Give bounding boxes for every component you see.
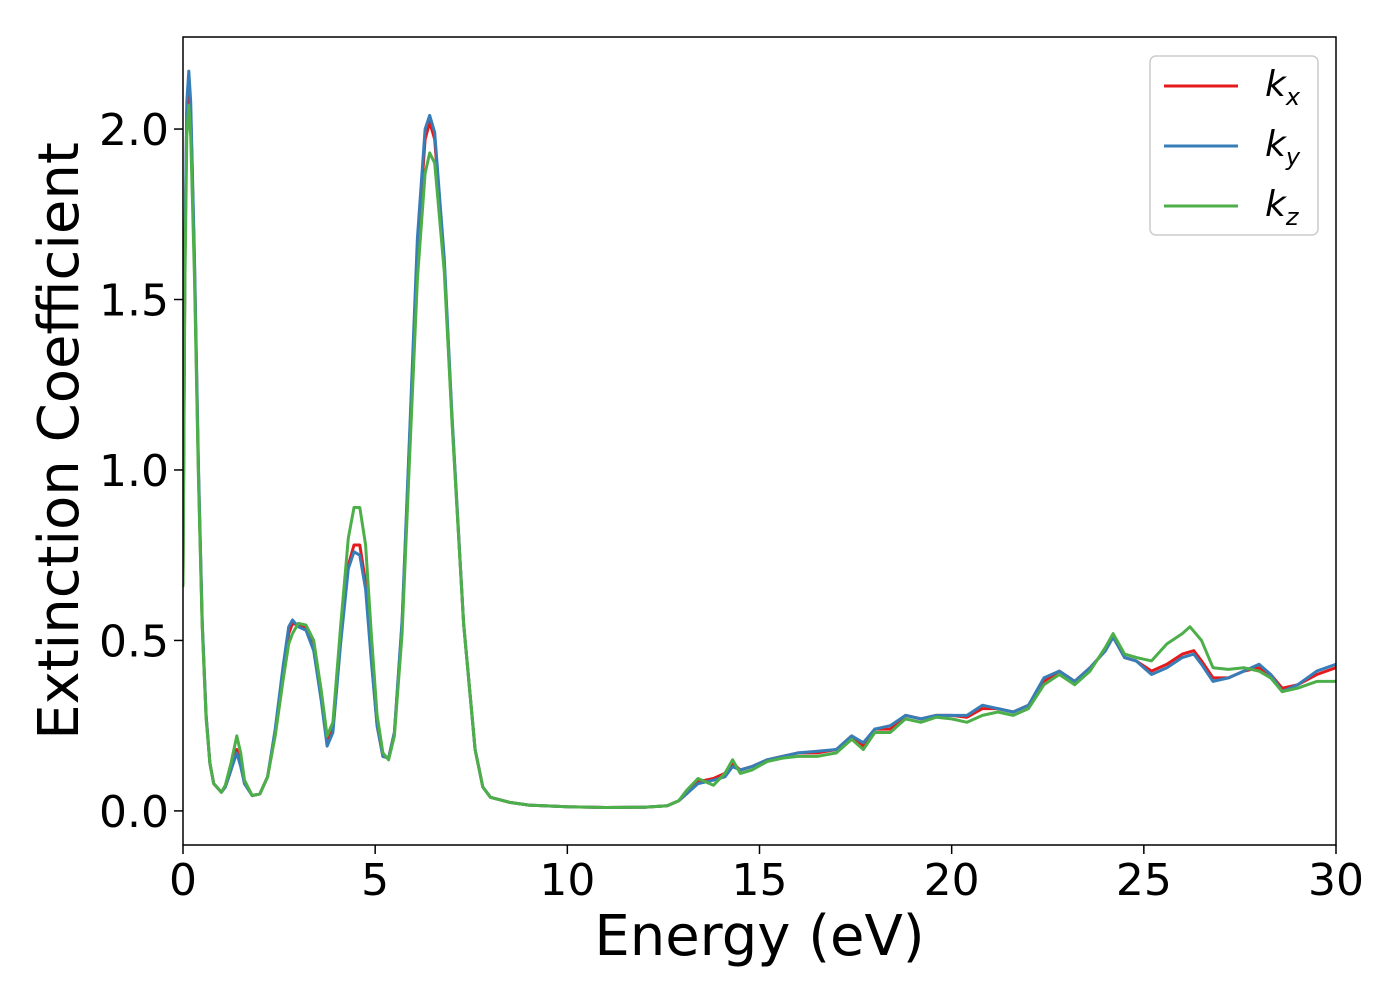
legend-label-subscript: x [1285, 83, 1301, 111]
series-layer [183, 69, 1336, 809]
y-axis-title: Extinction Coefficient [27, 142, 92, 740]
y-tick-label: 1.5 [99, 276, 169, 327]
x-tick-label: 10 [539, 855, 595, 906]
legend-label-subscript: y [1285, 143, 1301, 171]
legend-label-ky: ky [1265, 124, 1301, 171]
legend-label-kx: kx [1265, 64, 1301, 111]
x-tick-label: 0 [169, 855, 197, 906]
legend-label-base: k [1265, 64, 1288, 105]
x-tick-label: 25 [1116, 855, 1172, 906]
series-line-kz [183, 103, 1336, 809]
y-tick-label: 0.5 [99, 616, 169, 667]
legend-label-kz: kz [1265, 184, 1300, 231]
legend-label-subscript: z [1285, 203, 1300, 231]
x-axis: 0 5 10 15 20 25 30 [169, 845, 1364, 906]
y-tick-label: 2.0 [99, 105, 169, 156]
legend-label-base: k [1265, 184, 1288, 225]
y-tick-label: 1.0 [99, 446, 169, 497]
x-tick-label: 5 [361, 855, 389, 906]
x-axis-title: Energy (eV) [594, 904, 924, 969]
x-tick-label: 20 [924, 855, 980, 906]
x-tick-label: 15 [732, 855, 788, 906]
y-tick-label: 0.0 [99, 787, 169, 838]
y-axis: 0.0 0.5 1.0 1.5 2.0 [99, 105, 183, 838]
legend-label-base: k [1265, 124, 1288, 165]
x-tick-label: 30 [1308, 855, 1364, 906]
